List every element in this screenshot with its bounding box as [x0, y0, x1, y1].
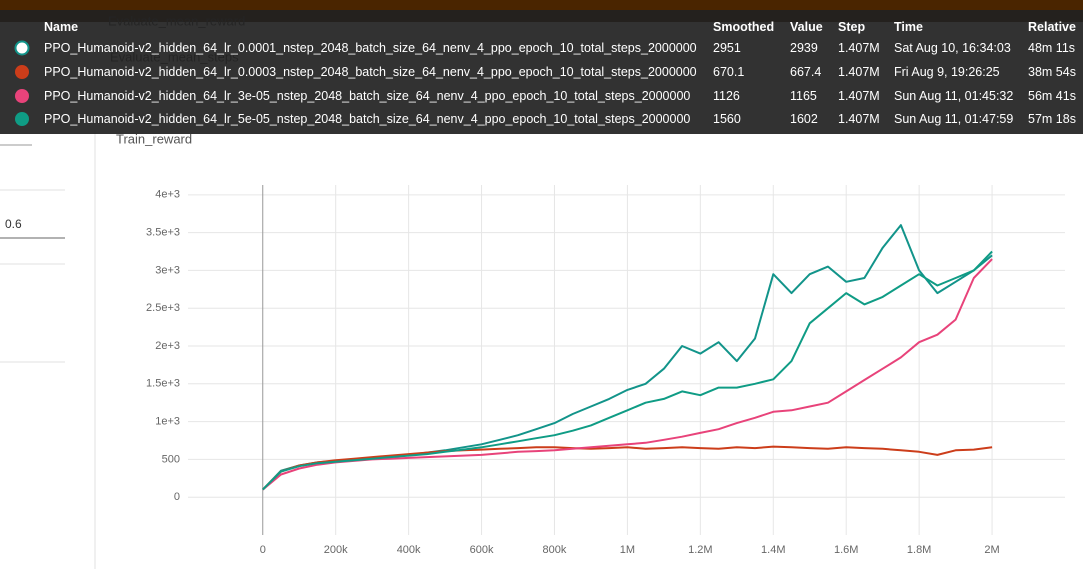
tooltip-header: Relative [1028, 20, 1076, 34]
tooltip-cell: PPO_Humanoid-v2_hidden_64_lr_0.0003_nste… [44, 65, 697, 79]
tooltip-cell: 1.407M [838, 112, 880, 126]
tooltip-cell: 56m 41s [1028, 89, 1076, 103]
tooltip-cell: 2951 [713, 41, 741, 55]
tooltip-cell: 1.407M [838, 65, 880, 79]
series-line [262, 250, 993, 491]
x-tick-label: 1.8M [907, 544, 931, 556]
tooltip-cell: 1165 [790, 89, 817, 103]
tooltip-header: Step [838, 20, 866, 34]
tooltip-cell: 1.407M [838, 41, 880, 55]
y-tick-label: 3e+3 [155, 264, 180, 276]
tooltip-cell: 38m 54s [1028, 65, 1076, 79]
series-swatch [15, 65, 29, 79]
chart-title: Train_reward [116, 131, 192, 146]
y-tick-label: 1.5e+3 [146, 378, 180, 390]
y-tick-label: 500 [162, 453, 180, 465]
sidebar-value: 0.6 [5, 217, 22, 231]
x-tick-label: 2M [984, 544, 999, 556]
tooltip-cell: Sun Aug 11, 01:47:59 [894, 112, 1014, 126]
series-swatch [14, 40, 30, 56]
y-tick-label: 2.5e+3 [146, 302, 180, 314]
series-swatch [15, 112, 29, 126]
tooltip: Name Smoothed Value Step Time Relative PPO_Hum… [0, 10, 1083, 134]
tooltip-cell: PPO_Humanoid-v2_hidden_64_lr_5e-05_nstep… [44, 112, 691, 126]
series-line [262, 445, 993, 491]
series-line [262, 258, 993, 491]
x-tick-label: 0 [260, 544, 266, 556]
tooltip-header: Smoothed [713, 20, 775, 34]
tooltip-cell: Fri Aug 9, 19:26:25 [894, 65, 1000, 79]
tooltip-header: Time [894, 20, 923, 34]
y-tick-label: 3.5e+3 [146, 227, 180, 239]
tooltip-cell: Sat Aug 10, 16:34:03 [894, 41, 1011, 55]
tooltip-cell: 670.1 [713, 65, 745, 79]
x-tick-label: 1M [620, 544, 635, 556]
tooltip-cell: PPO_Humanoid-v2_hidden_64_lr_0.0001_nste… [44, 41, 697, 55]
x-tick-label: 800k [543, 544, 567, 556]
y-tick-label: 2e+3 [155, 340, 180, 352]
tooltip-cell: PPO_Humanoid-v2_hidden_64_lr_3e-05_nstep… [44, 89, 691, 103]
y-tick-label: 4e+3 [155, 189, 180, 201]
tooltip-cell: 1126 [713, 89, 740, 103]
tooltip-cell: 57m 18s [1028, 112, 1076, 126]
y-tick-label: 1e+3 [155, 416, 180, 428]
x-tick-label: 400k [397, 544, 421, 556]
x-tick-label: 600k [470, 544, 494, 556]
y-tick-label: 0 [174, 491, 180, 503]
tooltip-cell: Sun Aug 11, 01:45:32 [894, 89, 1014, 103]
x-tick-label: 200k [324, 544, 348, 556]
tooltip-cell: 1.407M [838, 89, 880, 103]
tooltip-cell: 1560 [713, 112, 741, 126]
tooltip-header: Value [790, 20, 823, 34]
series-swatch [15, 89, 29, 103]
tooltip-cell: 48m 11s [1028, 41, 1076, 55]
tooltip-cell: 2939 [790, 41, 818, 55]
tooltip-cell: 1602 [790, 112, 818, 126]
x-tick-label: 1.6M [834, 544, 858, 556]
tooltip-header: Name [44, 20, 79, 34]
x-tick-label: 1.4M [761, 544, 785, 556]
tooltip-cell: 667.4 [790, 65, 822, 79]
x-tick-label: 1.2M [688, 544, 712, 556]
